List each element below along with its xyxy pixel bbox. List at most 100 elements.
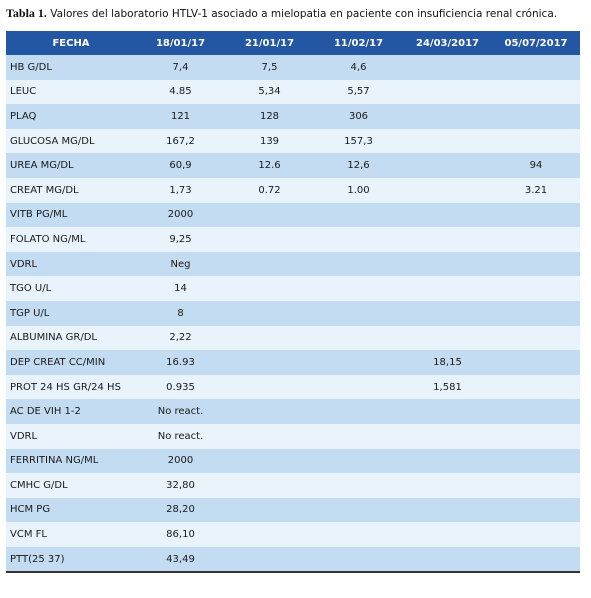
- cell: [314, 522, 403, 547]
- cell: [492, 251, 580, 277]
- table-row: VDRL Neg: [6, 251, 580, 277]
- cell: [492, 497, 580, 523]
- cell: [403, 522, 492, 547]
- table-row: DEP CREAT CC/MIN 16.93 18,15: [6, 350, 580, 375]
- caption-label: Tabla 1.: [6, 6, 47, 20]
- table-row: PROT 24 HS GR/24 HS 0.935 1,581: [6, 374, 580, 400]
- cell: 43,49: [136, 546, 225, 573]
- cell: [403, 227, 492, 252]
- cell: [225, 374, 314, 400]
- cell: [403, 497, 492, 523]
- cell: No react.: [136, 423, 225, 449]
- header-cell: 24/03/2017: [403, 31, 492, 55]
- cell: [403, 79, 492, 105]
- cell: 139: [225, 128, 314, 154]
- cell: [492, 325, 580, 351]
- header-cell: 05/07/2017: [492, 31, 580, 55]
- cell: [492, 448, 580, 474]
- cell: [403, 104, 492, 129]
- cell: No react.: [136, 399, 225, 424]
- cell: [403, 202, 492, 228]
- cell: [314, 325, 403, 351]
- cell: [225, 276, 314, 301]
- table-row: TGP U/L 8: [6, 300, 580, 326]
- cell: 2,22: [136, 325, 225, 351]
- cell: [492, 104, 580, 129]
- cell: [492, 300, 580, 326]
- cell: 14: [136, 276, 225, 301]
- cell: [403, 251, 492, 277]
- table-row: PTT(25 37) 43,49: [6, 546, 580, 573]
- cell: [225, 522, 314, 547]
- cell: [314, 251, 403, 277]
- table-row: TGO U/L 14: [6, 276, 580, 301]
- cell: 306: [314, 104, 403, 129]
- row-label: FOLATO NG/ML: [6, 227, 136, 252]
- cell: 7,5: [225, 55, 314, 80]
- header-cell: FECHA: [6, 31, 136, 55]
- cell: 2000: [136, 202, 225, 228]
- cell: [225, 251, 314, 277]
- cell: 12,6: [314, 153, 403, 178]
- cell: [403, 546, 492, 573]
- cell: 16.93: [136, 350, 225, 375]
- header-row: FECHA 18/01/17 21/01/17 11/02/17 24/03/2017 0…: [6, 31, 580, 55]
- cell: [314, 300, 403, 326]
- row-label: PLAQ: [6, 104, 136, 129]
- cell: [403, 153, 492, 178]
- table-row: VITB PG/ML 2000: [6, 202, 580, 228]
- cell: [314, 546, 403, 573]
- row-label: TGO U/L: [6, 276, 136, 301]
- cell: [492, 350, 580, 375]
- cell: [314, 374, 403, 400]
- table-row: GLUCOSA MG/DL 167,2 139 157,3: [6, 128, 580, 154]
- cell: 3.21: [492, 177, 580, 203]
- row-label: CREAT MG/DL: [6, 177, 136, 203]
- cell: 1,581: [403, 374, 492, 400]
- row-label: AC DE VIH 1-2: [6, 399, 136, 424]
- cell: 0.935: [136, 374, 225, 400]
- header-cell: 21/01/17: [225, 31, 314, 55]
- cell: 5,57: [314, 79, 403, 105]
- row-label: LEUC: [6, 79, 136, 105]
- cell: [225, 473, 314, 498]
- cell: 60,9: [136, 153, 225, 178]
- lab-table: FECHA 18/01/17 21/01/17 11/02/17 24/03/2017 0…: [6, 31, 580, 574]
- table-row: ALBUMINA GR/DL 2,22: [6, 325, 580, 351]
- row-label: VITB PG/ML: [6, 202, 136, 228]
- row-label: FERRITINA NG/ML: [6, 448, 136, 474]
- row-label: HB G/DL: [6, 55, 136, 80]
- row-label: VCM FL: [6, 522, 136, 547]
- cell: 94: [492, 153, 580, 178]
- table-row: CREAT MG/DL 1,73 0.72 1.00 3.21: [6, 177, 580, 203]
- table-row: CMHC G/DL 32,80: [6, 473, 580, 498]
- cell: [225, 300, 314, 326]
- cell: [403, 177, 492, 203]
- row-label: VDRL: [6, 423, 136, 449]
- cell: [403, 55, 492, 80]
- cell: [492, 473, 580, 498]
- header-cell: 11/02/17: [314, 31, 403, 55]
- cell: [225, 399, 314, 424]
- row-label: GLUCOSA MG/DL: [6, 128, 136, 154]
- cell: 1,73: [136, 177, 225, 203]
- cell: 128: [225, 104, 314, 129]
- cell: [225, 423, 314, 449]
- header-cell: 18/01/17: [136, 31, 225, 55]
- cell: 2000: [136, 448, 225, 474]
- table-row: LEUC 4.85 5,34 5,57: [6, 79, 580, 105]
- cell: 4.85: [136, 79, 225, 105]
- cell: [403, 325, 492, 351]
- cell: Neg: [136, 251, 225, 277]
- cell: [314, 276, 403, 301]
- cell: [492, 276, 580, 301]
- cell: [492, 522, 580, 547]
- table-row: AC DE VIH 1-2 No react.: [6, 399, 580, 424]
- cell: [225, 546, 314, 573]
- cell: [492, 546, 580, 573]
- cell: [492, 79, 580, 105]
- cell: [492, 202, 580, 228]
- cell: [492, 423, 580, 449]
- cell: 8: [136, 300, 225, 326]
